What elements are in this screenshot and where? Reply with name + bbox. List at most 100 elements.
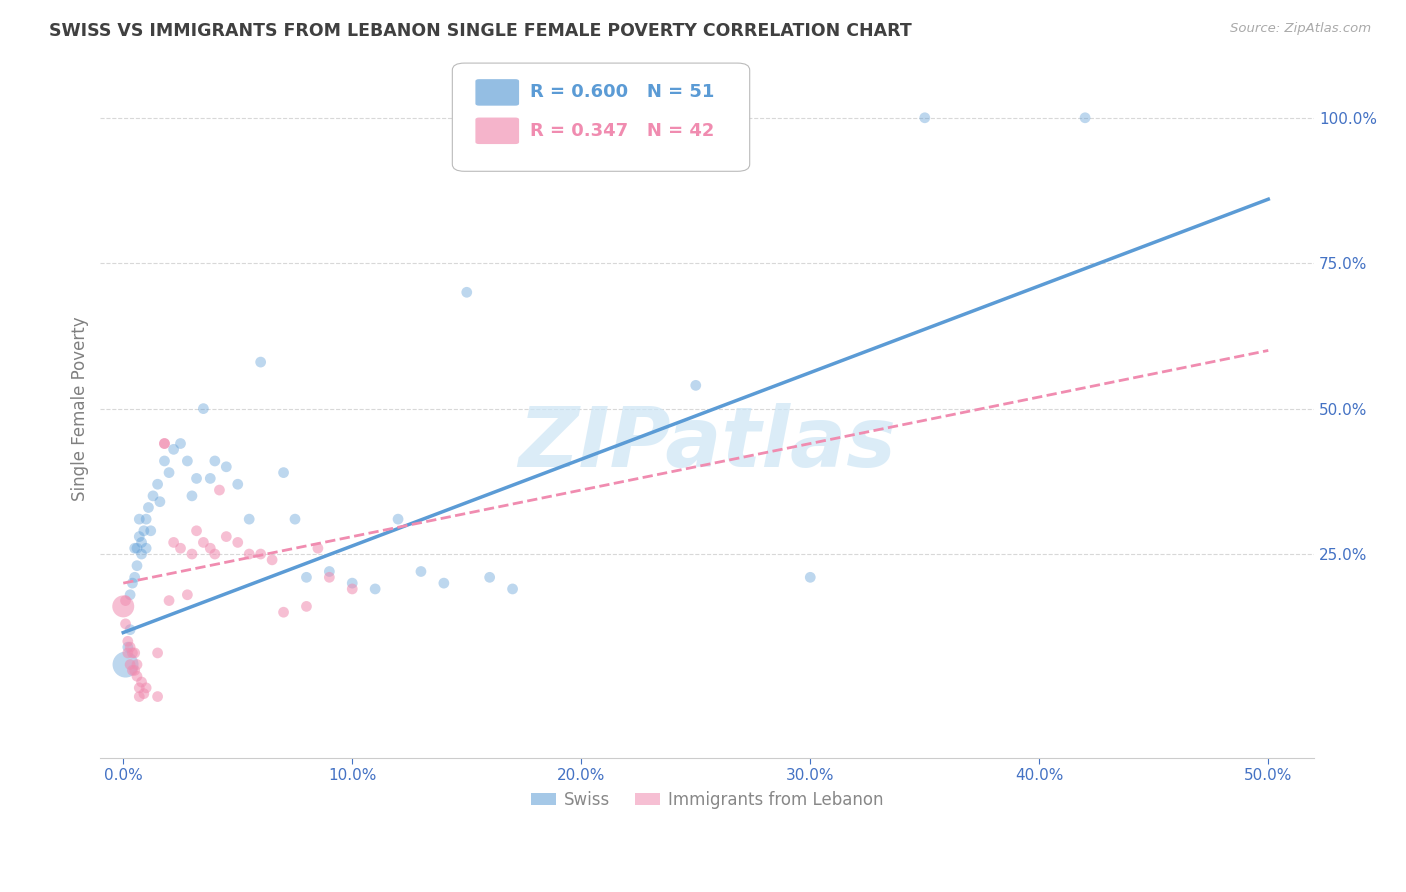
Y-axis label: Single Female Poverty: Single Female Poverty bbox=[72, 317, 89, 501]
Point bbox=[121, 664, 143, 678]
Point bbox=[502, 582, 524, 596]
Point bbox=[131, 547, 153, 561]
Point bbox=[153, 436, 176, 450]
Point bbox=[342, 576, 364, 591]
Point bbox=[409, 565, 432, 579]
Point bbox=[295, 599, 318, 614]
Point bbox=[284, 512, 307, 526]
Point bbox=[262, 553, 284, 567]
Text: R = 0.600   N = 51: R = 0.600 N = 51 bbox=[530, 84, 714, 102]
Point bbox=[169, 436, 191, 450]
Point bbox=[249, 547, 271, 561]
Text: SWISS VS IMMIGRANTS FROM LEBANON SINGLE FEMALE POVERTY CORRELATION CHART: SWISS VS IMMIGRANTS FROM LEBANON SINGLE … bbox=[49, 22, 912, 40]
Legend: Swiss, Immigrants from Lebanon: Swiss, Immigrants from Lebanon bbox=[524, 784, 890, 815]
Point bbox=[128, 512, 150, 526]
Point bbox=[117, 634, 139, 648]
Point bbox=[193, 535, 215, 549]
Point bbox=[138, 500, 160, 515]
Point bbox=[124, 664, 146, 678]
Point bbox=[226, 535, 249, 549]
Point bbox=[121, 576, 143, 591]
Point bbox=[318, 570, 340, 584]
Point bbox=[176, 454, 198, 468]
Point bbox=[1074, 111, 1097, 125]
Point bbox=[456, 285, 478, 300]
Point bbox=[139, 524, 162, 538]
Point bbox=[186, 471, 208, 485]
Point bbox=[307, 541, 329, 556]
Point bbox=[176, 588, 198, 602]
Point bbox=[146, 646, 169, 660]
Point bbox=[226, 477, 249, 491]
Point bbox=[181, 547, 204, 561]
Point bbox=[685, 378, 707, 392]
Point bbox=[117, 640, 139, 654]
Point bbox=[114, 657, 136, 672]
Point bbox=[149, 494, 172, 508]
Text: Source: ZipAtlas.com: Source: ZipAtlas.com bbox=[1230, 22, 1371, 36]
Point bbox=[120, 588, 142, 602]
Point bbox=[121, 646, 143, 660]
Point bbox=[364, 582, 387, 596]
Point bbox=[433, 576, 456, 591]
Point bbox=[387, 512, 409, 526]
Point bbox=[181, 489, 204, 503]
Point bbox=[124, 570, 146, 584]
Point bbox=[162, 442, 184, 457]
Point bbox=[135, 681, 157, 695]
Point bbox=[157, 466, 180, 480]
Point bbox=[914, 111, 936, 125]
Point bbox=[153, 436, 176, 450]
Point bbox=[114, 593, 136, 607]
Point bbox=[193, 401, 215, 416]
Point bbox=[238, 512, 260, 526]
Point bbox=[200, 471, 222, 485]
Point bbox=[215, 530, 238, 544]
Point bbox=[204, 547, 226, 561]
Point bbox=[273, 605, 295, 619]
Point bbox=[295, 570, 318, 584]
FancyBboxPatch shape bbox=[475, 79, 519, 105]
Point bbox=[124, 541, 146, 556]
FancyBboxPatch shape bbox=[475, 118, 519, 145]
Point bbox=[162, 535, 184, 549]
Point bbox=[131, 535, 153, 549]
Point bbox=[146, 690, 169, 704]
Point bbox=[153, 454, 176, 468]
Point bbox=[238, 547, 260, 561]
Point bbox=[131, 675, 153, 690]
Point bbox=[112, 599, 135, 614]
Point bbox=[114, 616, 136, 631]
Point bbox=[215, 459, 238, 474]
Point bbox=[117, 646, 139, 660]
Point bbox=[249, 355, 271, 369]
Point bbox=[135, 541, 157, 556]
Point bbox=[132, 524, 155, 538]
Point bbox=[478, 570, 501, 584]
Point bbox=[342, 582, 364, 596]
Point bbox=[200, 541, 222, 556]
Point bbox=[120, 657, 142, 672]
Point bbox=[318, 565, 340, 579]
Point bbox=[146, 477, 169, 491]
Point bbox=[124, 646, 146, 660]
Point bbox=[132, 687, 155, 701]
Point bbox=[273, 466, 295, 480]
Point bbox=[128, 690, 150, 704]
Point bbox=[169, 541, 191, 556]
FancyBboxPatch shape bbox=[453, 63, 749, 171]
Point bbox=[125, 657, 148, 672]
Point bbox=[135, 512, 157, 526]
Point bbox=[799, 570, 821, 584]
Point bbox=[186, 524, 208, 538]
Point bbox=[125, 558, 148, 573]
Point bbox=[120, 640, 142, 654]
Point bbox=[125, 669, 148, 683]
Text: R = 0.347   N = 42: R = 0.347 N = 42 bbox=[530, 122, 714, 140]
Point bbox=[125, 541, 148, 556]
Point bbox=[208, 483, 231, 497]
Point bbox=[142, 489, 165, 503]
Point bbox=[120, 623, 142, 637]
Point bbox=[204, 454, 226, 468]
Text: ZIPatlas: ZIPatlas bbox=[519, 403, 896, 484]
